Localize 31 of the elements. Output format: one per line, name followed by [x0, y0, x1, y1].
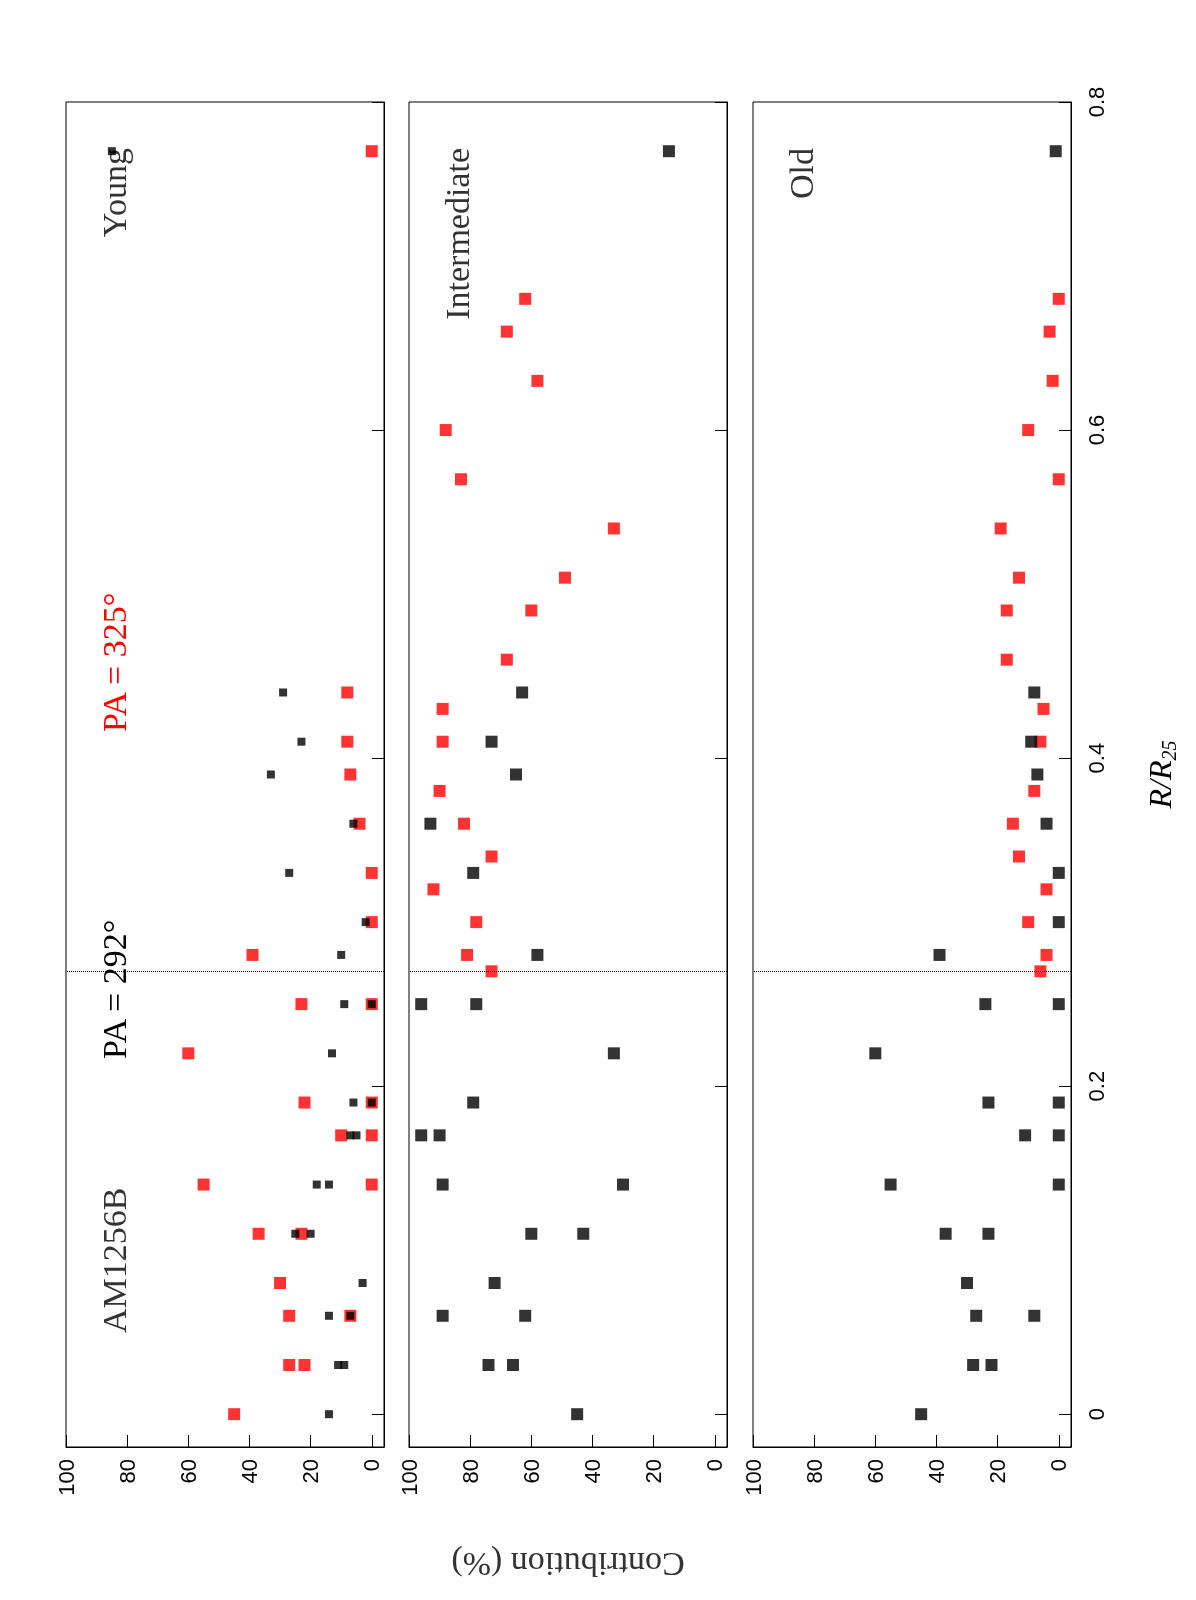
x-tick-label: 100	[740, 1459, 766, 1496]
x-tick-label: 20	[641, 1459, 667, 1484]
x-tick-label: 60	[175, 1459, 201, 1484]
text: PA = 292°	[95, 919, 133, 1059]
x-tick-label: 80	[457, 1459, 483, 1484]
x-tick-label: 60	[862, 1459, 888, 1484]
x-tick-label: 40	[579, 1459, 605, 1484]
y-tick-label: 0.4	[1083, 742, 1109, 774]
x-tick-label: 100	[396, 1459, 422, 1496]
x-tick-label: 80	[801, 1459, 827, 1484]
annotation: Intermediate	[438, 148, 476, 320]
x-tick-label: 0	[702, 1459, 728, 1472]
y-axis-title: R/R25	[1142, 740, 1180, 810]
x-tick-label: 40	[236, 1459, 262, 1484]
x-axis-title: Contribution (%)	[451, 1544, 685, 1583]
x-tick-label: 0	[1046, 1459, 1072, 1472]
text: PA = 325°	[95, 592, 133, 732]
y-tick-label: 0.8	[1083, 86, 1109, 118]
annotation: Old	[782, 148, 820, 199]
x-tick-label: 40	[923, 1459, 949, 1484]
x-tick-label: 60	[518, 1459, 544, 1484]
x-tick-label: 20	[985, 1459, 1011, 1484]
y-tick-label: 0	[1083, 1408, 1109, 1421]
y-tick-label: 0.2	[1083, 1070, 1109, 1102]
x-tick-label: 80	[114, 1459, 140, 1484]
x-tick-label: 0	[359, 1459, 385, 1472]
y-tick-label: 0.6	[1083, 414, 1109, 446]
x-tick-label: 20	[298, 1459, 324, 1484]
annotation: Young	[95, 148, 133, 238]
annotation: AM1256B	[95, 1187, 133, 1333]
x-tick-label: 100	[53, 1459, 79, 1496]
